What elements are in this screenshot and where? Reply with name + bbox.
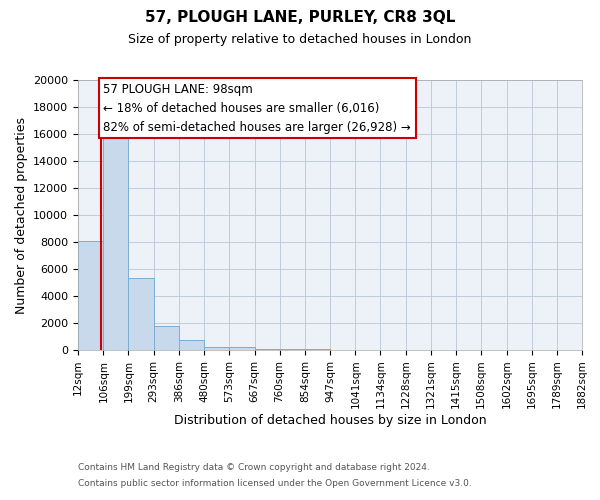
Text: Size of property relative to detached houses in London: Size of property relative to detached ho… bbox=[128, 32, 472, 46]
Bar bbox=[254, 348, 280, 350]
Text: 57 PLOUGH LANE: 98sqm
← 18% of detached houses are smaller (6,016)
82% of semi-d: 57 PLOUGH LANE: 98sqm ← 18% of detached … bbox=[103, 82, 411, 134]
Text: 57, PLOUGH LANE, PURLEY, CR8 3QL: 57, PLOUGH LANE, PURLEY, CR8 3QL bbox=[145, 10, 455, 25]
Text: Contains HM Land Registry data © Crown copyright and database right 2024.: Contains HM Land Registry data © Crown c… bbox=[78, 464, 430, 472]
Bar bbox=[78, 240, 103, 350]
Bar bbox=[229, 348, 254, 350]
Text: Contains public sector information licensed under the Open Government Licence v3: Contains public sector information licen… bbox=[78, 478, 472, 488]
Bar bbox=[179, 340, 204, 350]
X-axis label: Distribution of detached houses by size in London: Distribution of detached houses by size … bbox=[173, 414, 487, 427]
Bar bbox=[128, 278, 154, 350]
Bar bbox=[280, 348, 305, 350]
Bar bbox=[154, 326, 179, 350]
Bar bbox=[103, 126, 128, 350]
Y-axis label: Number of detached properties: Number of detached properties bbox=[14, 116, 28, 314]
Bar bbox=[204, 346, 229, 350]
